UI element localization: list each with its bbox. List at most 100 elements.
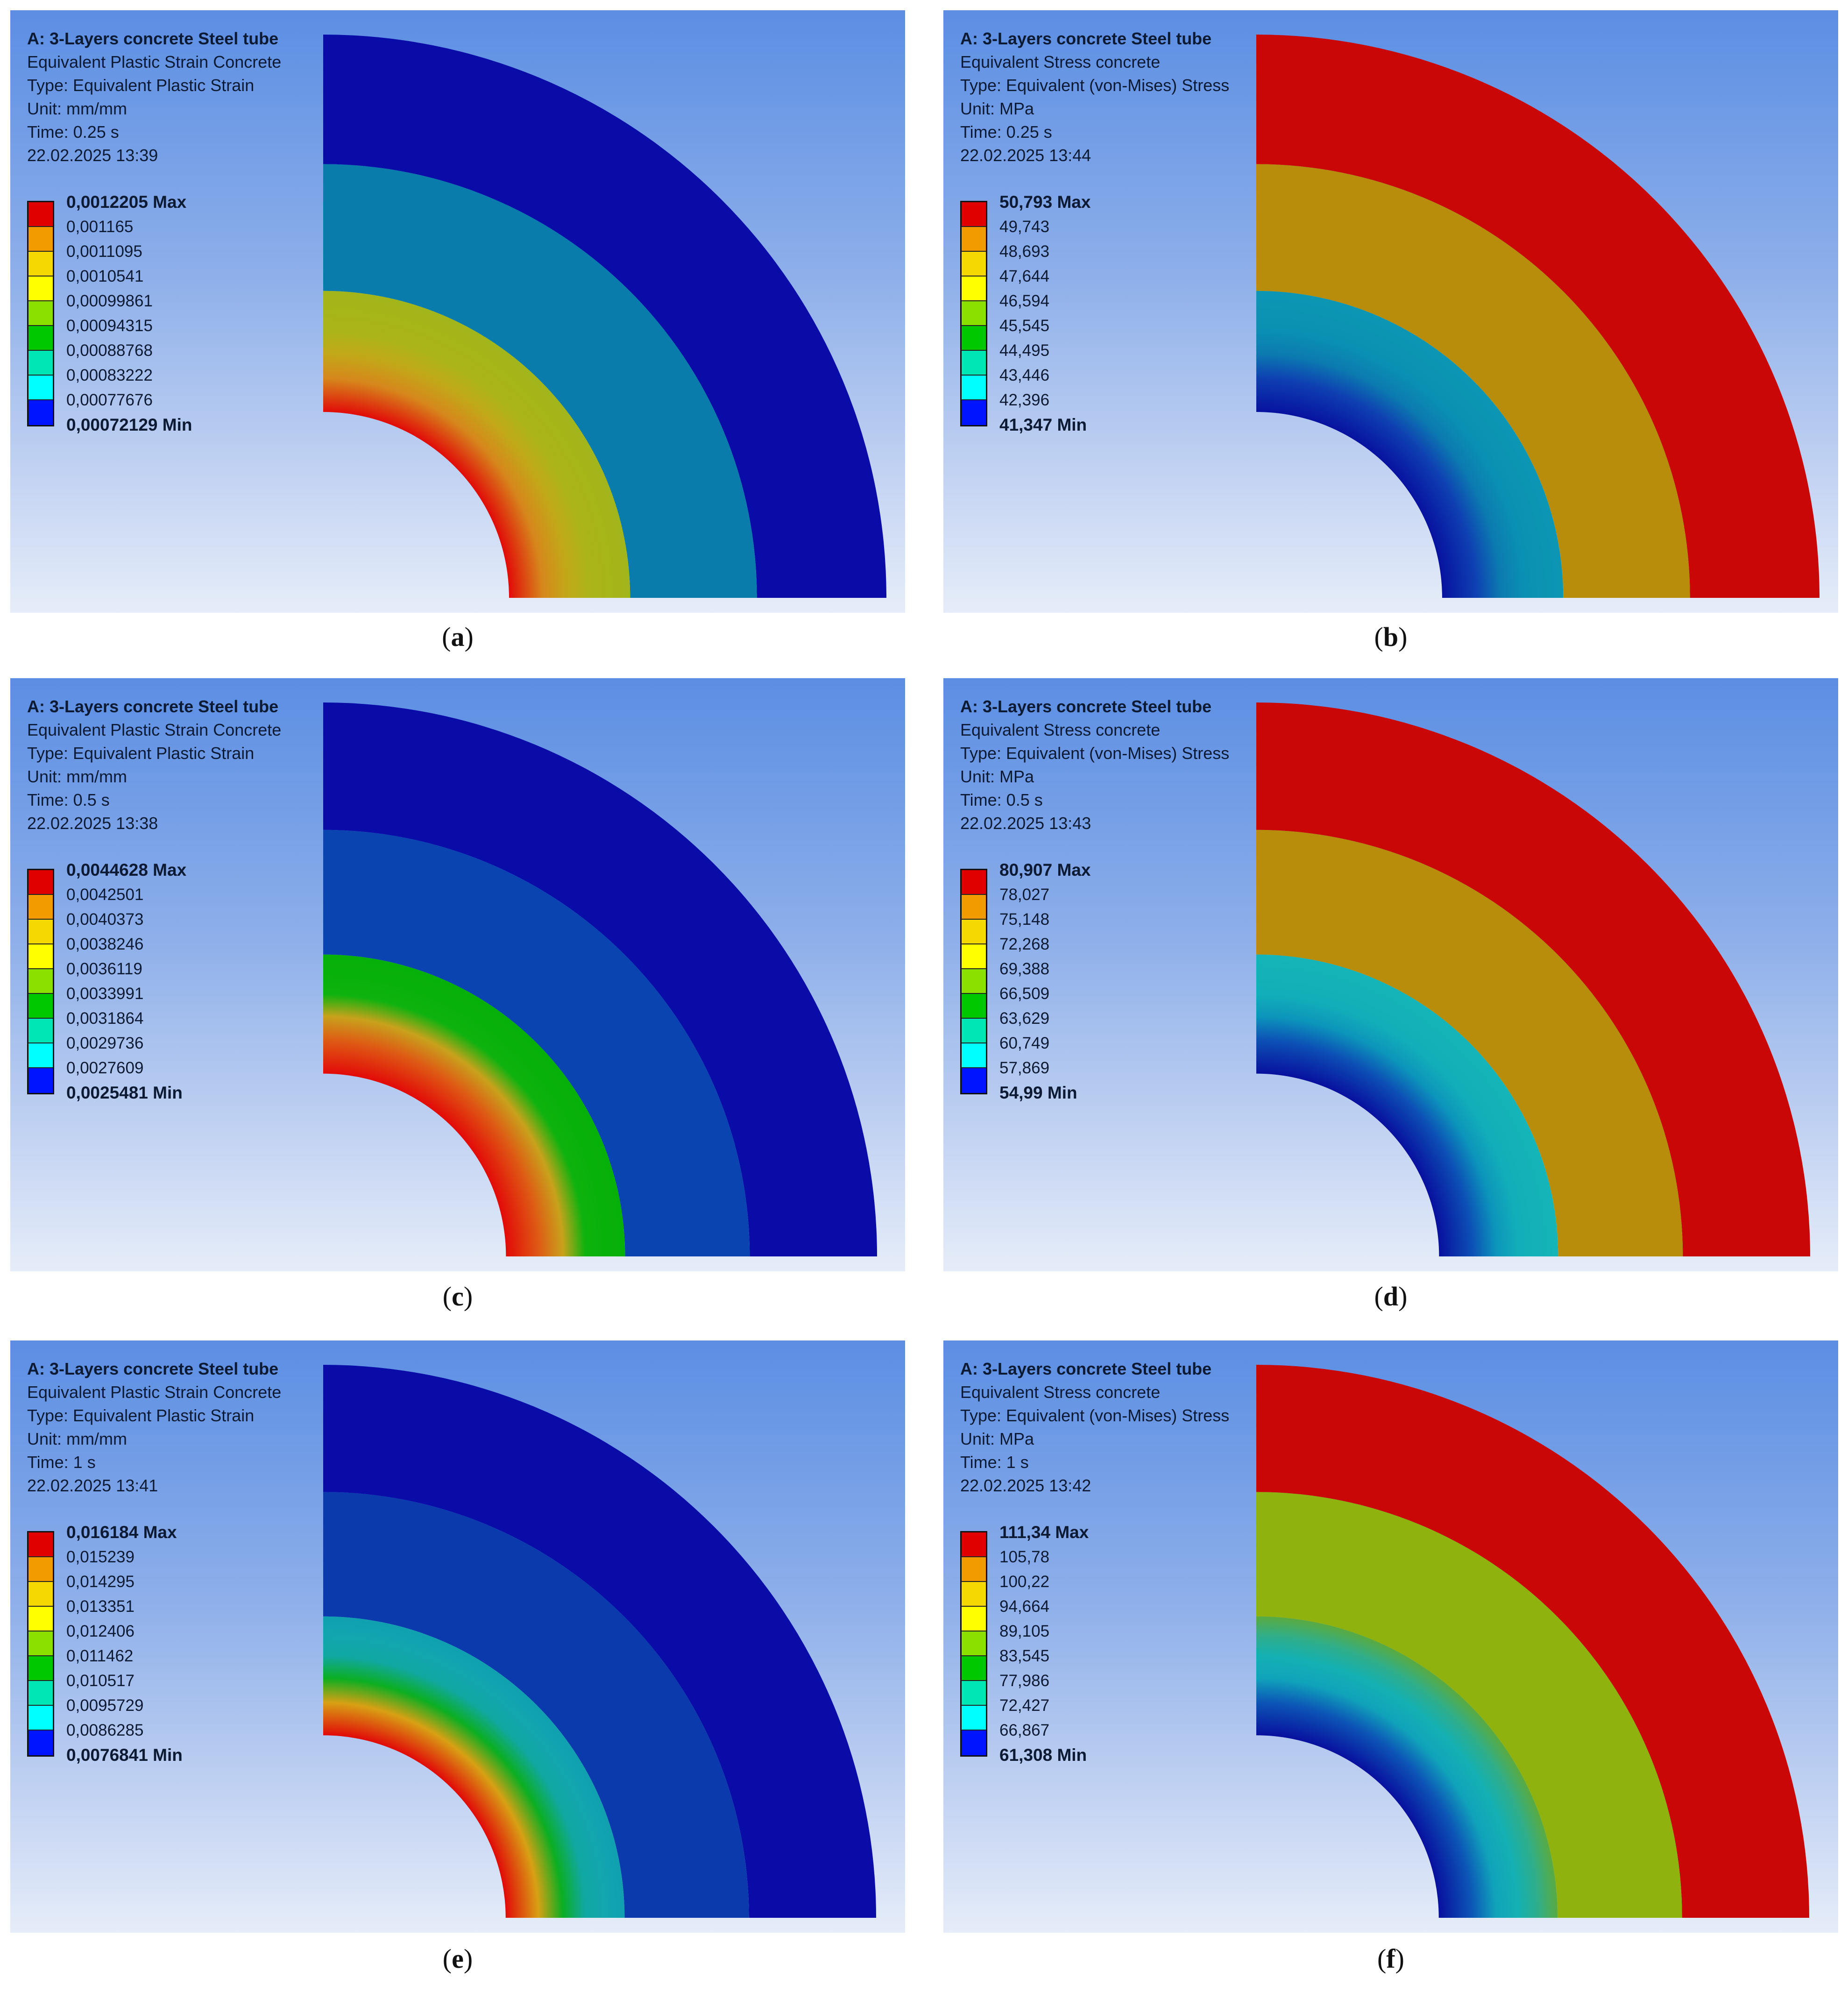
legend-min-label: 0,00072129 Min: [66, 415, 192, 434]
legend-band: [962, 920, 986, 944]
result-date: 22.02.2025 13:43: [960, 814, 1091, 833]
inner-layer: [323, 954, 625, 1256]
model-title: A: 3-Layers concrete Steel tube: [960, 1359, 1212, 1378]
panel-d: A: 3-Layers concrete Steel tube Equivale…: [943, 678, 1838, 1271]
outer-layer: [323, 35, 886, 598]
result-name: Equivalent Plastic Strain Concrete: [27, 52, 282, 71]
outer-layer: [323, 1365, 876, 1918]
caption-b: (b): [1374, 622, 1408, 652]
legend-band: [962, 277, 986, 301]
legend-band: [28, 202, 53, 227]
legend-label: 66,867: [999, 1721, 1050, 1739]
legend-label: 0,00077676: [66, 391, 153, 409]
legend-max-label: 0,016184 Max: [66, 1523, 177, 1542]
legend-label: 0,0033991: [66, 985, 144, 1003]
legend-label: 0,010517: [66, 1672, 135, 1690]
legend-band: [28, 1019, 53, 1043]
legend-band: [28, 227, 53, 252]
legend-band: [28, 1731, 53, 1755]
legend-band: [28, 969, 53, 994]
legend-label: 72,268: [999, 935, 1050, 953]
contour-plot: [323, 702, 877, 1256]
panel-a: A: 3-Layers concrete Steel tube Equivale…: [10, 10, 905, 613]
legend-label: 75,148: [999, 910, 1050, 929]
panel-e: A: 3-Layers concrete Steel tube Equivale…: [10, 1340, 905, 1933]
result-unit: Unit: mm/mm: [27, 99, 127, 118]
legend-color-bar: [27, 869, 54, 1094]
legend-label: 0,011462: [66, 1647, 134, 1665]
legend-color-bar: [960, 201, 987, 426]
legend-label: 43,446: [999, 366, 1050, 384]
legend-label: 0,0031864: [66, 1009, 144, 1028]
legend-label: 0,001165: [66, 218, 134, 236]
legend-band: [962, 202, 986, 227]
middle-layer: [1256, 1492, 1682, 1918]
legend-label: 0,013351: [66, 1597, 135, 1616]
result-time: Time: 0.5 s: [960, 790, 1043, 809]
legend-min-label: 41,347 Min: [999, 415, 1087, 434]
legend-band: [962, 227, 986, 252]
legend-band: [962, 326, 986, 351]
legend-band: [962, 969, 986, 994]
legend-max-label: 0,0044628 Max: [66, 860, 187, 879]
legend-label: 0,0036119: [66, 960, 142, 978]
legend-band: [962, 1019, 986, 1043]
legend-band: [28, 920, 53, 944]
contour-plot: [1256, 702, 1810, 1256]
caption-c: (c): [442, 1281, 473, 1312]
inner-layer: [1256, 1616, 1558, 1918]
legend-label: 83,545: [999, 1647, 1050, 1665]
inner-layer: [1256, 291, 1564, 598]
legend-label: 0,0042501: [66, 886, 144, 904]
legend-color-bar: [27, 201, 54, 426]
legend-band: [28, 1043, 53, 1068]
model-title: A: 3-Layers concrete Steel tube: [27, 697, 279, 716]
result-info: A: 3-Layers concrete Steel tube Equivale…: [960, 27, 1229, 167]
legend-min-label: 54,99 Min: [999, 1083, 1077, 1102]
legend-label: 60,749: [999, 1034, 1050, 1052]
result-date: 22.02.2025 13:42: [960, 1476, 1091, 1495]
legend-label: 78,027: [999, 886, 1050, 904]
result-type: Type: Equivalent Plastic Strain: [27, 744, 255, 763]
middle-layer: [1256, 830, 1683, 1256]
result-time: Time: 1 s: [960, 1453, 1029, 1472]
legend-label: 47,644: [999, 267, 1050, 285]
result-name: Equivalent Plastic Strain Concrete: [27, 720, 282, 739]
legend-band: [28, 351, 53, 376]
legend-band: [28, 994, 53, 1019]
legend-band: [962, 301, 986, 326]
outer-layer: [1256, 35, 1820, 598]
legend-band: [28, 277, 53, 301]
legend-band: [962, 1631, 986, 1656]
legend-band: [28, 1631, 53, 1656]
contour-plot: [323, 1365, 876, 1918]
legend-color-bar: [960, 869, 987, 1094]
model-title: A: 3-Layers concrete Steel tube: [27, 29, 279, 48]
model-title: A: 3-Layers concrete Steel tube: [27, 1359, 279, 1378]
legend-label: 0,015239: [66, 1548, 135, 1566]
inner-layer: [1256, 954, 1558, 1256]
middle-layer: [323, 830, 750, 1256]
inner-layer: [323, 291, 630, 598]
legend-label: 100,22: [999, 1573, 1050, 1591]
legend-band: [28, 1656, 53, 1681]
contour-plot: [1256, 35, 1820, 598]
result-info: A: 3-Layers concrete Steel tube Equivale…: [27, 695, 281, 835]
legend-band: [962, 895, 986, 920]
result-unit: Unit: MPa: [960, 99, 1034, 118]
legend-max-label: 111,34 Max: [999, 1523, 1089, 1542]
legend-label: 42,396: [999, 391, 1050, 409]
legend-color-bar: [960, 1531, 987, 1757]
legend-label: 89,105: [999, 1622, 1050, 1640]
legend-label: 0,0095729: [66, 1696, 144, 1715]
result-type: Type: Equivalent Plastic Strain: [27, 1406, 255, 1425]
legend-label: 0,014295: [66, 1573, 135, 1591]
legend-band: [962, 944, 986, 969]
result-date: 22.02.2025 13:44: [960, 146, 1091, 165]
legend-band: [28, 895, 53, 920]
legend-band: [962, 400, 986, 425]
caption-d: (d): [1374, 1281, 1408, 1312]
middle-layer: [323, 164, 757, 598]
legend-label: 0,0038246: [66, 935, 144, 953]
legend-band: [28, 944, 53, 969]
